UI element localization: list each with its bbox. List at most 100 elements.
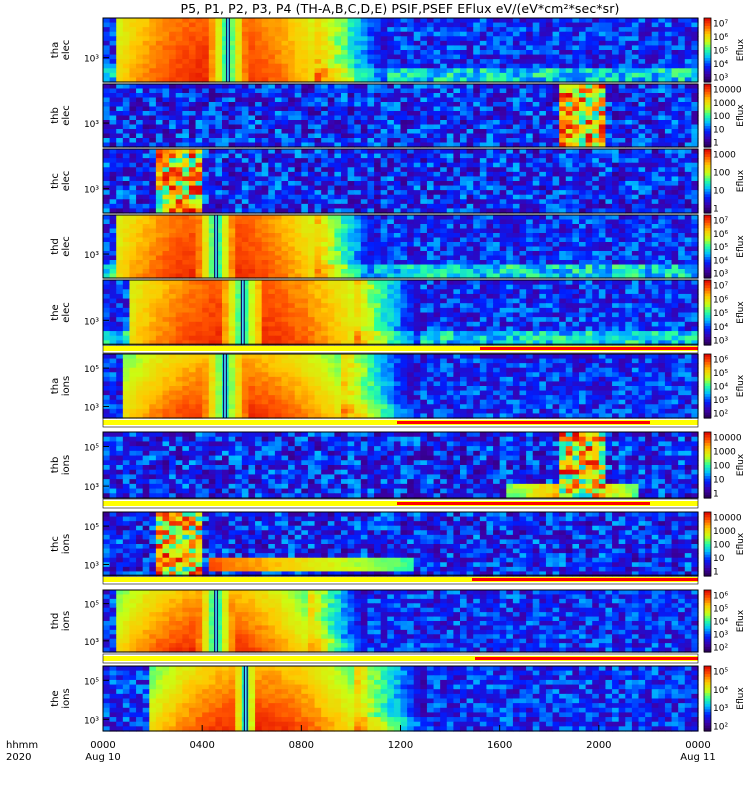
x-tick-label: 1200: [388, 740, 413, 751]
panel-thd-elec: [102, 214, 699, 279]
colorbar-tick-label: 10²: [713, 723, 728, 733]
colorbar: 10⁷ 10⁶ 10⁵ 10⁴ 10³: [703, 17, 728, 84]
colorbar-label: Eflux: [736, 687, 746, 710]
spectrogram-panels: [102, 17, 699, 732]
colorbar-tick-label: 10⁷: [713, 20, 728, 30]
panel-label: thd elec: [50, 236, 72, 257]
x-tick-label: 1600: [487, 740, 512, 751]
colorbar: 10000 1000 100 10 1: [703, 511, 742, 578]
x-tick-label: 0400: [189, 740, 214, 751]
colorbar-label-text: Eflux: [736, 532, 746, 555]
panel-frame: [102, 511, 699, 577]
colorbar-tick-label: 10⁴: [713, 686, 728, 696]
panel-label: thc ions: [50, 534, 72, 554]
colorbar-label: Eflux: [736, 104, 746, 127]
colorbar-tick-label: 100: [713, 112, 730, 122]
colorbar-label-text: Eflux: [736, 169, 746, 192]
colorbar-label-text: Eflux: [736, 301, 746, 324]
panel-label: thd ions: [50, 611, 72, 631]
colorbar-tick-label: 1: [713, 139, 719, 149]
panel-thd-ions: [102, 589, 699, 653]
colorbar-tick-label: 100: [713, 541, 730, 551]
panel-thb-ions: [102, 431, 699, 499]
panel-frame: [102, 431, 699, 499]
colorbar-label-text: Eflux: [736, 38, 746, 61]
panel-probe-label: thd: [50, 613, 61, 630]
x-tick-date: Aug 10: [85, 752, 120, 763]
y-tick-label: 10⁵: [84, 677, 99, 687]
colorbar-label: Eflux: [736, 38, 746, 61]
colorbar-tick-label: 10⁷: [713, 217, 728, 227]
panel-frame: [102, 17, 699, 83]
colorbar: 10⁵ 10⁴ 10³ 10²: [703, 665, 728, 733]
colorbar-tick-label: 100: [713, 169, 730, 179]
colorbar-tick-label: 10000: [713, 434, 742, 444]
panel-species-label: elec: [61, 40, 72, 61]
colorbar-tick-label: 10⁴: [713, 618, 728, 628]
colorbar-tick-label: 10⁷: [713, 282, 728, 292]
panel-species-label: ions: [61, 688, 72, 708]
mode-flag-bar: [102, 343, 699, 354]
panel-label: thb elec: [50, 105, 72, 126]
y-tick-label: 10⁵: [84, 365, 99, 375]
colorbar-tick-label: 1: [713, 490, 719, 500]
y-tick-label: 10³: [84, 186, 99, 196]
y-tick-label: 10³: [84, 317, 99, 327]
colorbar: 10⁶ 10⁵ 10⁴ 10³ 10²: [703, 589, 728, 654]
y-tick-label: 10³: [84, 638, 99, 648]
panel-tha-ions: [102, 353, 699, 419]
panel-thb-elec: [102, 83, 699, 148]
colorbar-label-text: Eflux: [736, 453, 746, 476]
panel-frame: [102, 279, 699, 346]
colorbar-label-text: Eflux: [736, 687, 746, 710]
colorbar-tick-label: 10³: [713, 631, 728, 641]
panel-probe-label: the: [50, 690, 61, 706]
colorbar: 10⁷ 10⁶ 10⁵ 10⁴ 10³: [703, 214, 728, 280]
panel-probe-label: the: [50, 304, 61, 320]
colorbar-tick-label: 1: [713, 568, 719, 578]
colorbar-tick-label: 100: [713, 462, 730, 472]
colorbar-label: Eflux: [736, 301, 746, 324]
colorbar-tick-label: 10⁴: [713, 256, 728, 266]
panel-species-label: ions: [61, 376, 72, 396]
colorbar-label-text: Eflux: [736, 235, 746, 258]
chart-title: P5, P1, P2, P3, P4 (TH-A,B,C,D,E) PSIF,P…: [180, 1, 620, 16]
panel-label: the elec: [50, 302, 72, 323]
x-axis-label: hhmm: [6, 740, 38, 751]
colorbar-tick-label: 10⁵: [713, 243, 728, 253]
colorbar-tick-label: 10⁵: [713, 605, 728, 615]
panel-label: tha ions: [50, 376, 72, 396]
colorbar-tick-label: 10⁵: [713, 47, 728, 57]
colorbar-tick-label: 10: [713, 187, 725, 197]
panel-species-label: elec: [61, 105, 72, 126]
panel-species-label: elec: [61, 236, 72, 257]
colorbar-label-text: Eflux: [736, 104, 746, 127]
panel-species-label: ions: [61, 611, 72, 631]
panel-species-label: elec: [61, 171, 72, 192]
y-tick-label: 10³: [84, 483, 99, 493]
colorbar: 10⁶ 10⁵ 10⁴ 10³ 10²: [703, 353, 728, 420]
y-tick-label: 10³: [84, 561, 99, 571]
colorbar-tick-label: 10⁵: [713, 668, 728, 678]
colorbar: 10⁷ 10⁶ 10⁵ 10⁴ 10³: [703, 279, 728, 347]
panel-frame: [102, 589, 699, 653]
colorbar-tick-label: 10: [713, 554, 725, 564]
panel-the-ions: [102, 665, 699, 732]
mode-flag-bar: [102, 653, 699, 664]
panel-species-label: ions: [61, 534, 72, 554]
x-tick-label: 0800: [289, 740, 314, 751]
panel-probe-label: thc: [50, 173, 61, 189]
colorbar-tick-label: 10³: [713, 74, 728, 84]
panel-tha-elec: [102, 17, 699, 83]
colorbar-tick-label: 10: [713, 476, 725, 486]
colorbar-label: Eflux: [736, 169, 746, 192]
panel-probe-label: thb: [50, 107, 61, 124]
colorbar-label-text: Eflux: [736, 374, 746, 397]
panel-probe-label: tha: [50, 378, 61, 394]
mode-flag-bar: [102, 417, 699, 428]
colorbar-tick-label: 10³: [713, 704, 728, 714]
colorbar-tick-label: 10³: [713, 270, 728, 280]
y-tick-label: 10³: [84, 55, 99, 65]
y-tick-label: 10⁵: [84, 601, 99, 611]
panel-species-label: elec: [61, 302, 72, 323]
